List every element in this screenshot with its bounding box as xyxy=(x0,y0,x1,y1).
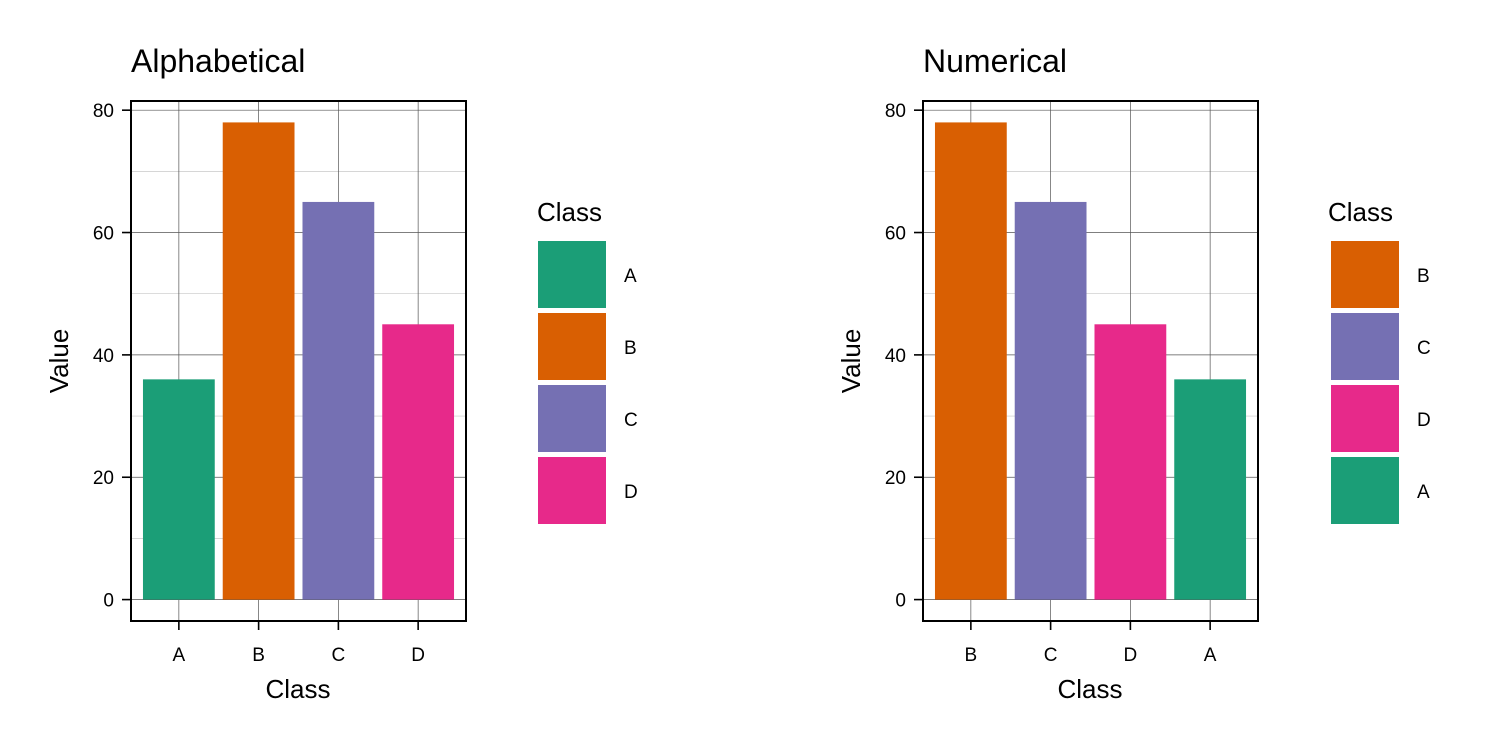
y-tick-label: 80 xyxy=(885,101,906,122)
legend-label: B xyxy=(624,338,637,359)
x-tick-label: C xyxy=(1044,645,1058,666)
y-tick-label: 0 xyxy=(895,591,906,612)
panel-title: Numerical xyxy=(923,43,1067,79)
legend-title: Class xyxy=(537,197,602,227)
legend: A B C D xyxy=(538,241,638,524)
y-tick-label: 60 xyxy=(885,224,906,245)
x-tick-label: D xyxy=(411,645,425,666)
plot-area: 0 20 40 60 80 B C D A B C D A xyxy=(885,100,1431,666)
x-tick-label: D xyxy=(1124,645,1138,666)
x-tick-label: A xyxy=(1204,645,1217,666)
bar-b xyxy=(222,122,295,600)
y-axis-title: Value xyxy=(44,329,74,394)
y-tick-label: 20 xyxy=(885,468,906,489)
legend-swatch-b xyxy=(1331,241,1399,308)
x-tick-label: C xyxy=(332,645,346,666)
x-tick-label: B xyxy=(965,645,978,666)
legend-title: Class xyxy=(1328,197,1393,227)
legend-swatch-d xyxy=(1331,385,1399,452)
legend-swatch-c xyxy=(538,385,606,452)
legend-label: A xyxy=(624,266,637,287)
legend-swatch-c xyxy=(1331,313,1399,380)
bar-a xyxy=(142,379,215,600)
legend-label: A xyxy=(1417,482,1430,503)
legend-label: C xyxy=(624,410,638,431)
legend-swatch-d xyxy=(538,457,606,524)
y-tick-label: 40 xyxy=(93,346,114,367)
x-tick-label: B xyxy=(252,645,265,666)
y-tick-label: 80 xyxy=(93,101,114,122)
y-tick-label: 0 xyxy=(103,591,114,612)
legend-swatch-b xyxy=(538,313,606,380)
legend-label: B xyxy=(1417,266,1430,287)
plot-area: 0 20 40 60 80 A B C D A B C D xyxy=(93,100,638,666)
chart-panel-alphabetical: Alphabetical Class Value Class 0 20 40 60 80… xyxy=(44,43,638,704)
x-tick-label: A xyxy=(173,645,186,666)
bar-c xyxy=(302,201,375,600)
bar-b xyxy=(934,122,1007,600)
panel-title: Alphabetical xyxy=(131,43,305,79)
legend-swatch-a xyxy=(538,241,606,308)
legend-swatch-a xyxy=(1331,457,1399,524)
y-axis-title: Value xyxy=(836,329,866,394)
bar-d xyxy=(1094,324,1167,600)
x-axis-title: Class xyxy=(1057,674,1122,704)
legend-label: C xyxy=(1417,338,1431,359)
y-tick-label: 60 xyxy=(93,224,114,245)
x-axis-title: Class xyxy=(265,674,330,704)
legend: B C D A xyxy=(1331,241,1431,524)
plot-frame xyxy=(922,100,1259,622)
bar-c xyxy=(1014,201,1087,600)
bar-a xyxy=(1174,379,1247,600)
legend-label: D xyxy=(624,482,638,503)
chart-panel-numerical: Numerical Class Value Class 0 20 40 60 80 B C D… xyxy=(836,43,1431,704)
y-tick-label: 40 xyxy=(885,346,906,367)
bar-d xyxy=(382,324,455,600)
y-tick-label: 20 xyxy=(93,468,114,489)
legend-label: D xyxy=(1417,410,1431,431)
plot-frame xyxy=(130,100,467,622)
